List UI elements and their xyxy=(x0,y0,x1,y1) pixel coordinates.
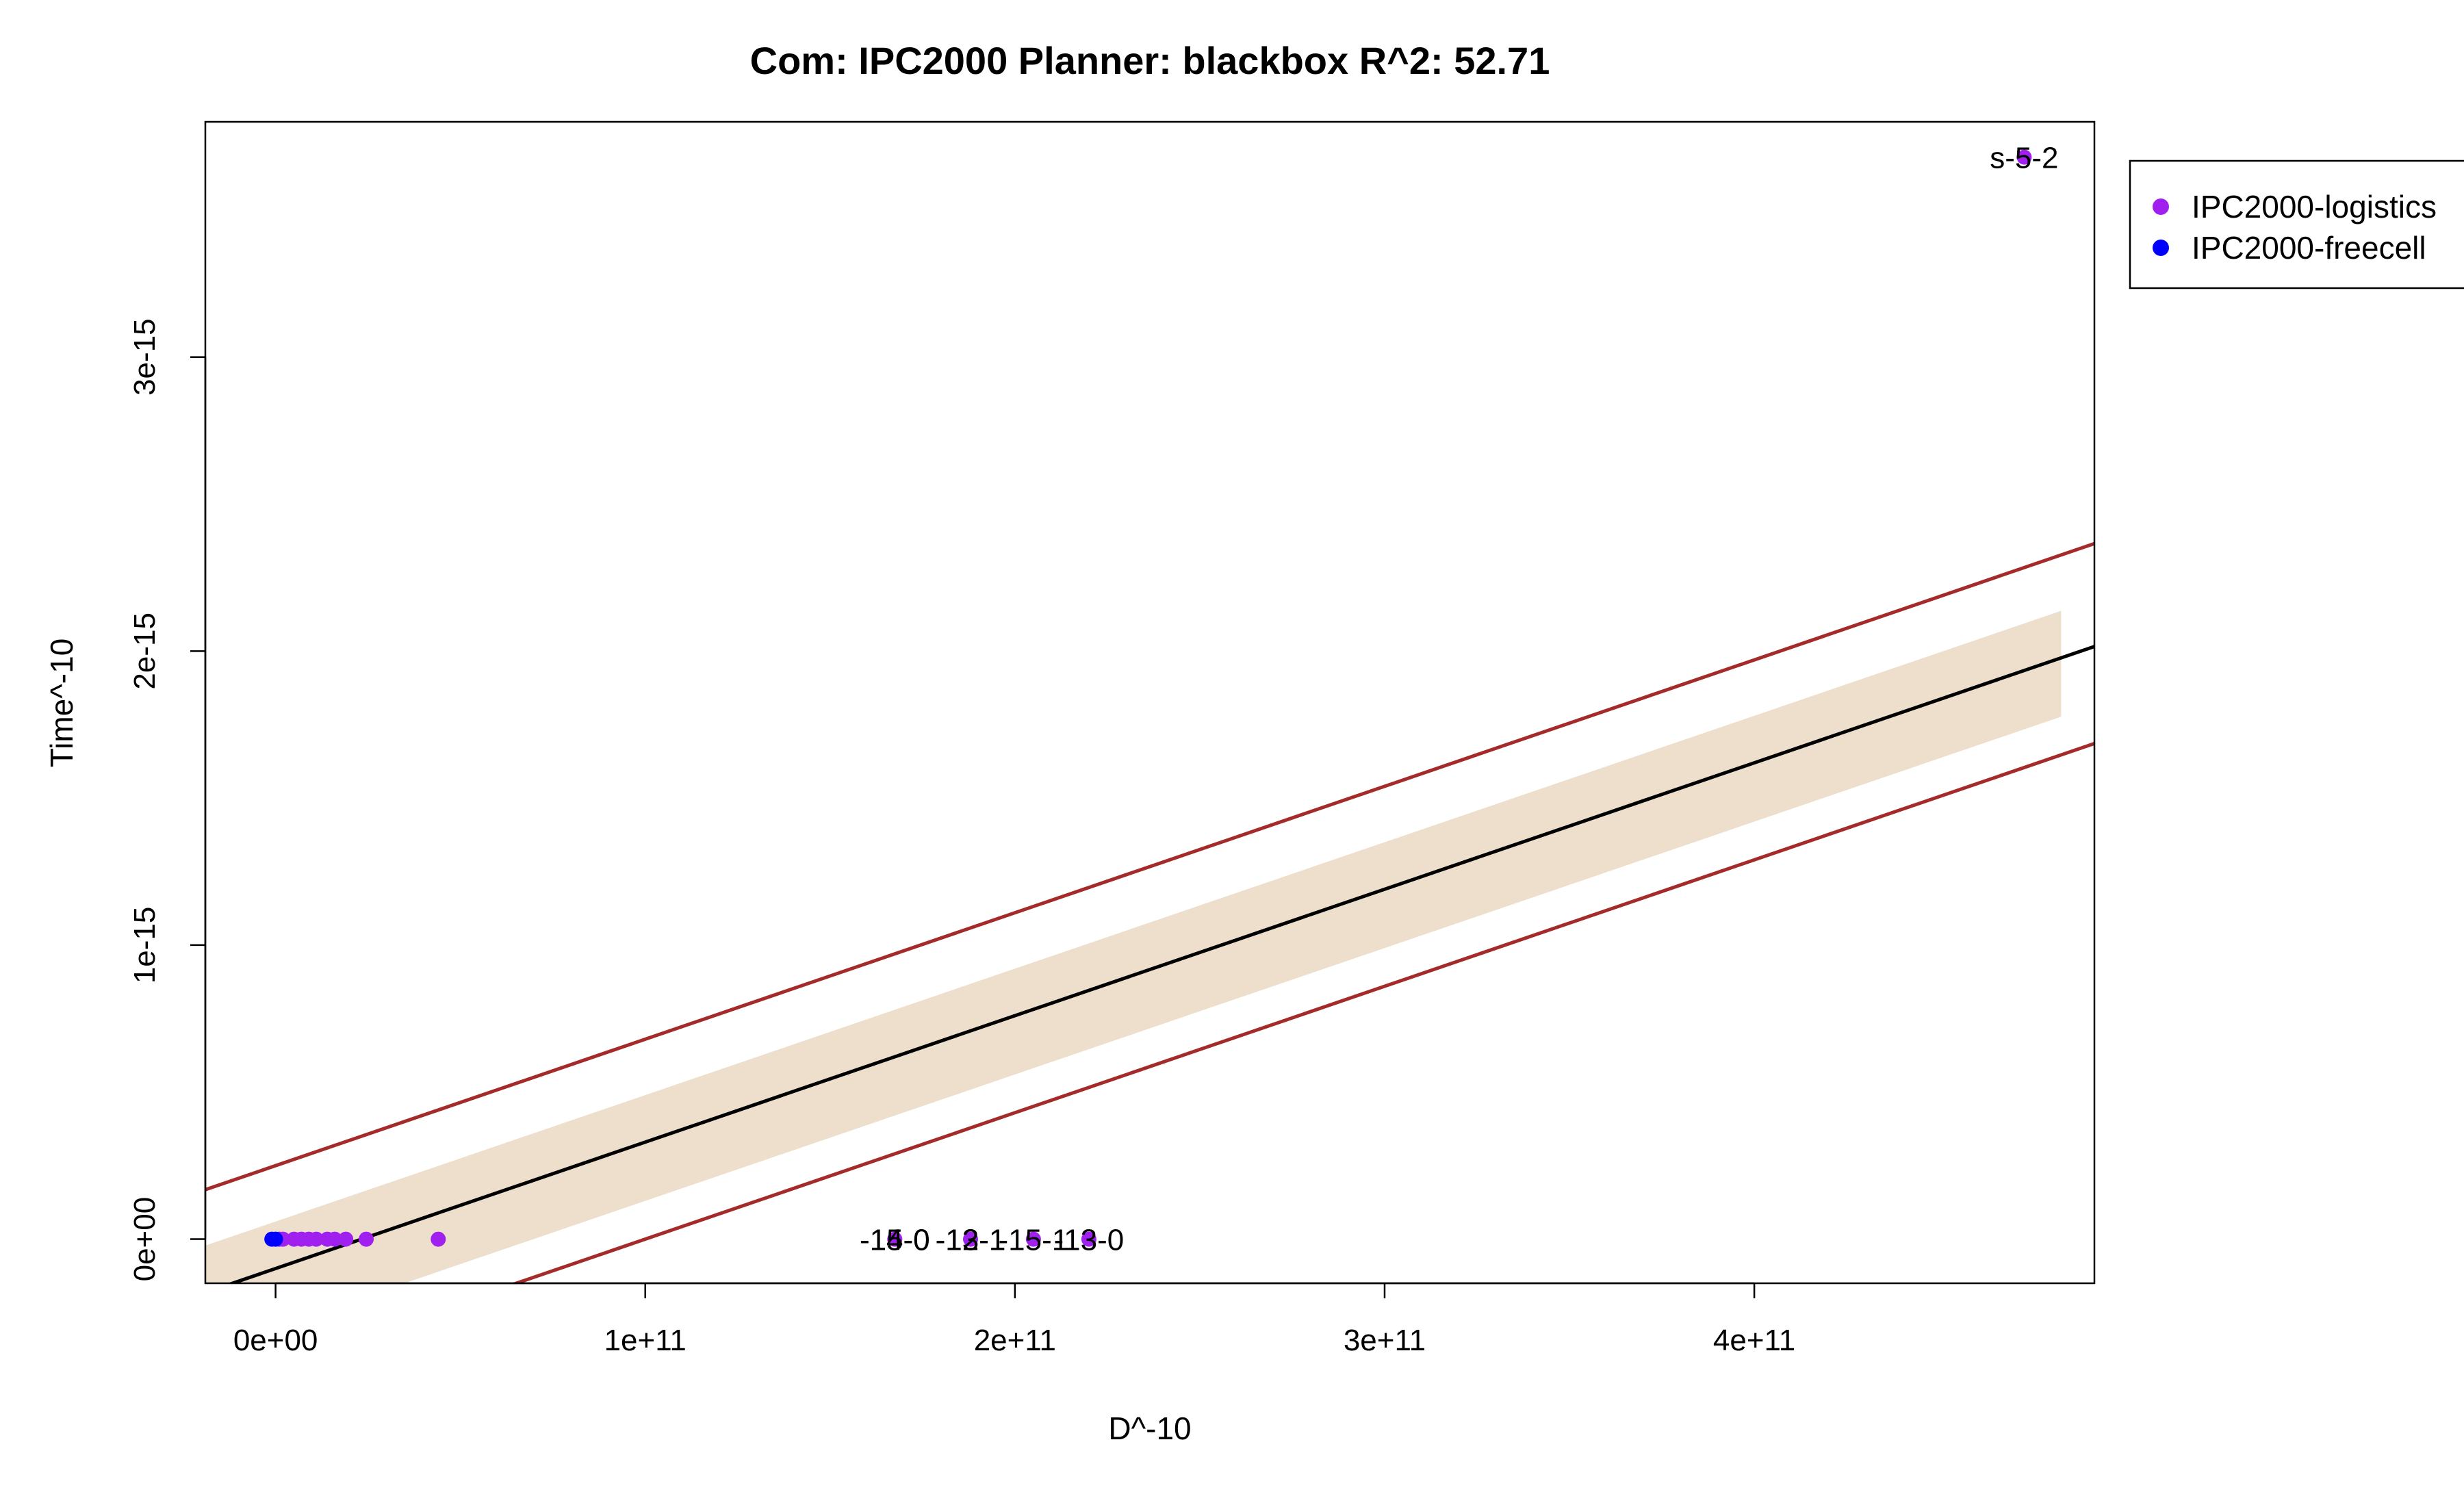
point-logistics-13 xyxy=(1025,1231,1041,1247)
prediction-band-lower xyxy=(511,742,2094,1283)
point-logistics-14 xyxy=(1081,1231,1096,1247)
band-layer xyxy=(205,541,2094,1283)
x-tick-label-3: 3e+11 xyxy=(1344,1324,1426,1357)
point-labels-layer: -14-0-15-0 -12-1-13-1-15-1-13-0 s-5-2 xyxy=(860,142,2059,1257)
y-axis: 0e+00 1e-15 2e-15 3e-15 xyxy=(128,318,207,1282)
x-tick-label-2: 2e+11 xyxy=(974,1324,1056,1357)
y-axis-label: Time^-10 xyxy=(44,639,79,768)
point-freecell-1 xyxy=(268,1231,283,1247)
point-logistics-15 xyxy=(2016,149,2032,165)
point-logistics-10 xyxy=(431,1231,446,1247)
point-logistics-8 xyxy=(338,1231,354,1247)
points-layer xyxy=(264,149,2032,1247)
point-label-6: s-5-2 xyxy=(1990,142,2058,175)
legend-label-freecell: IPC2000-freecell xyxy=(2192,230,2426,266)
y-tick-label-1: 1e-15 xyxy=(128,907,162,984)
point-label-4: -15-1 xyxy=(999,1224,1069,1257)
point-label-0: -14-0 xyxy=(860,1224,930,1257)
point-logistics-5 xyxy=(309,1231,324,1247)
confidence-band xyxy=(205,610,2062,1283)
x-tick-label-4: 4e+11 xyxy=(1713,1324,1795,1357)
x-axis-label: D^-10 xyxy=(1108,1411,1191,1446)
point-logistics-9 xyxy=(359,1231,374,1247)
legend: IPC2000-logistics IPC2000-freecell xyxy=(2129,159,2464,290)
legend-box xyxy=(2129,159,2464,290)
point-logistics-7 xyxy=(327,1231,342,1247)
point-label-5: -13-0 xyxy=(1054,1224,1125,1257)
chart-title: Com: IPC2000 Planner: blackbox R^2: 52.7… xyxy=(750,39,1550,82)
point-label-1: -15-0 xyxy=(860,1224,930,1257)
y-tick-label-0: 0e+00 xyxy=(128,1197,162,1282)
x-tick-label-1: 1e+11 xyxy=(604,1324,686,1357)
point-label-2: -12-1 xyxy=(936,1224,1006,1257)
prediction-band-upper xyxy=(205,541,2094,1192)
legend-marker-logistics xyxy=(2153,198,2169,215)
x-tick-label-0: 0e+00 xyxy=(233,1324,318,1357)
point-label-3: -13-1 xyxy=(936,1224,1006,1257)
legend-marker-freecell xyxy=(2153,240,2169,256)
point-logistics-11 xyxy=(887,1231,903,1247)
y-tick-label-2: 2e-15 xyxy=(128,613,162,690)
legend-label-logistics: IPC2000-logistics xyxy=(2192,189,2437,224)
x-axis: 0e+00 1e+11 2e+11 3e+11 4e+11 xyxy=(233,1282,1795,1357)
regression-line xyxy=(227,645,2094,1283)
point-logistics-12 xyxy=(963,1231,978,1247)
y-tick-label-3: 3e-15 xyxy=(128,318,162,396)
